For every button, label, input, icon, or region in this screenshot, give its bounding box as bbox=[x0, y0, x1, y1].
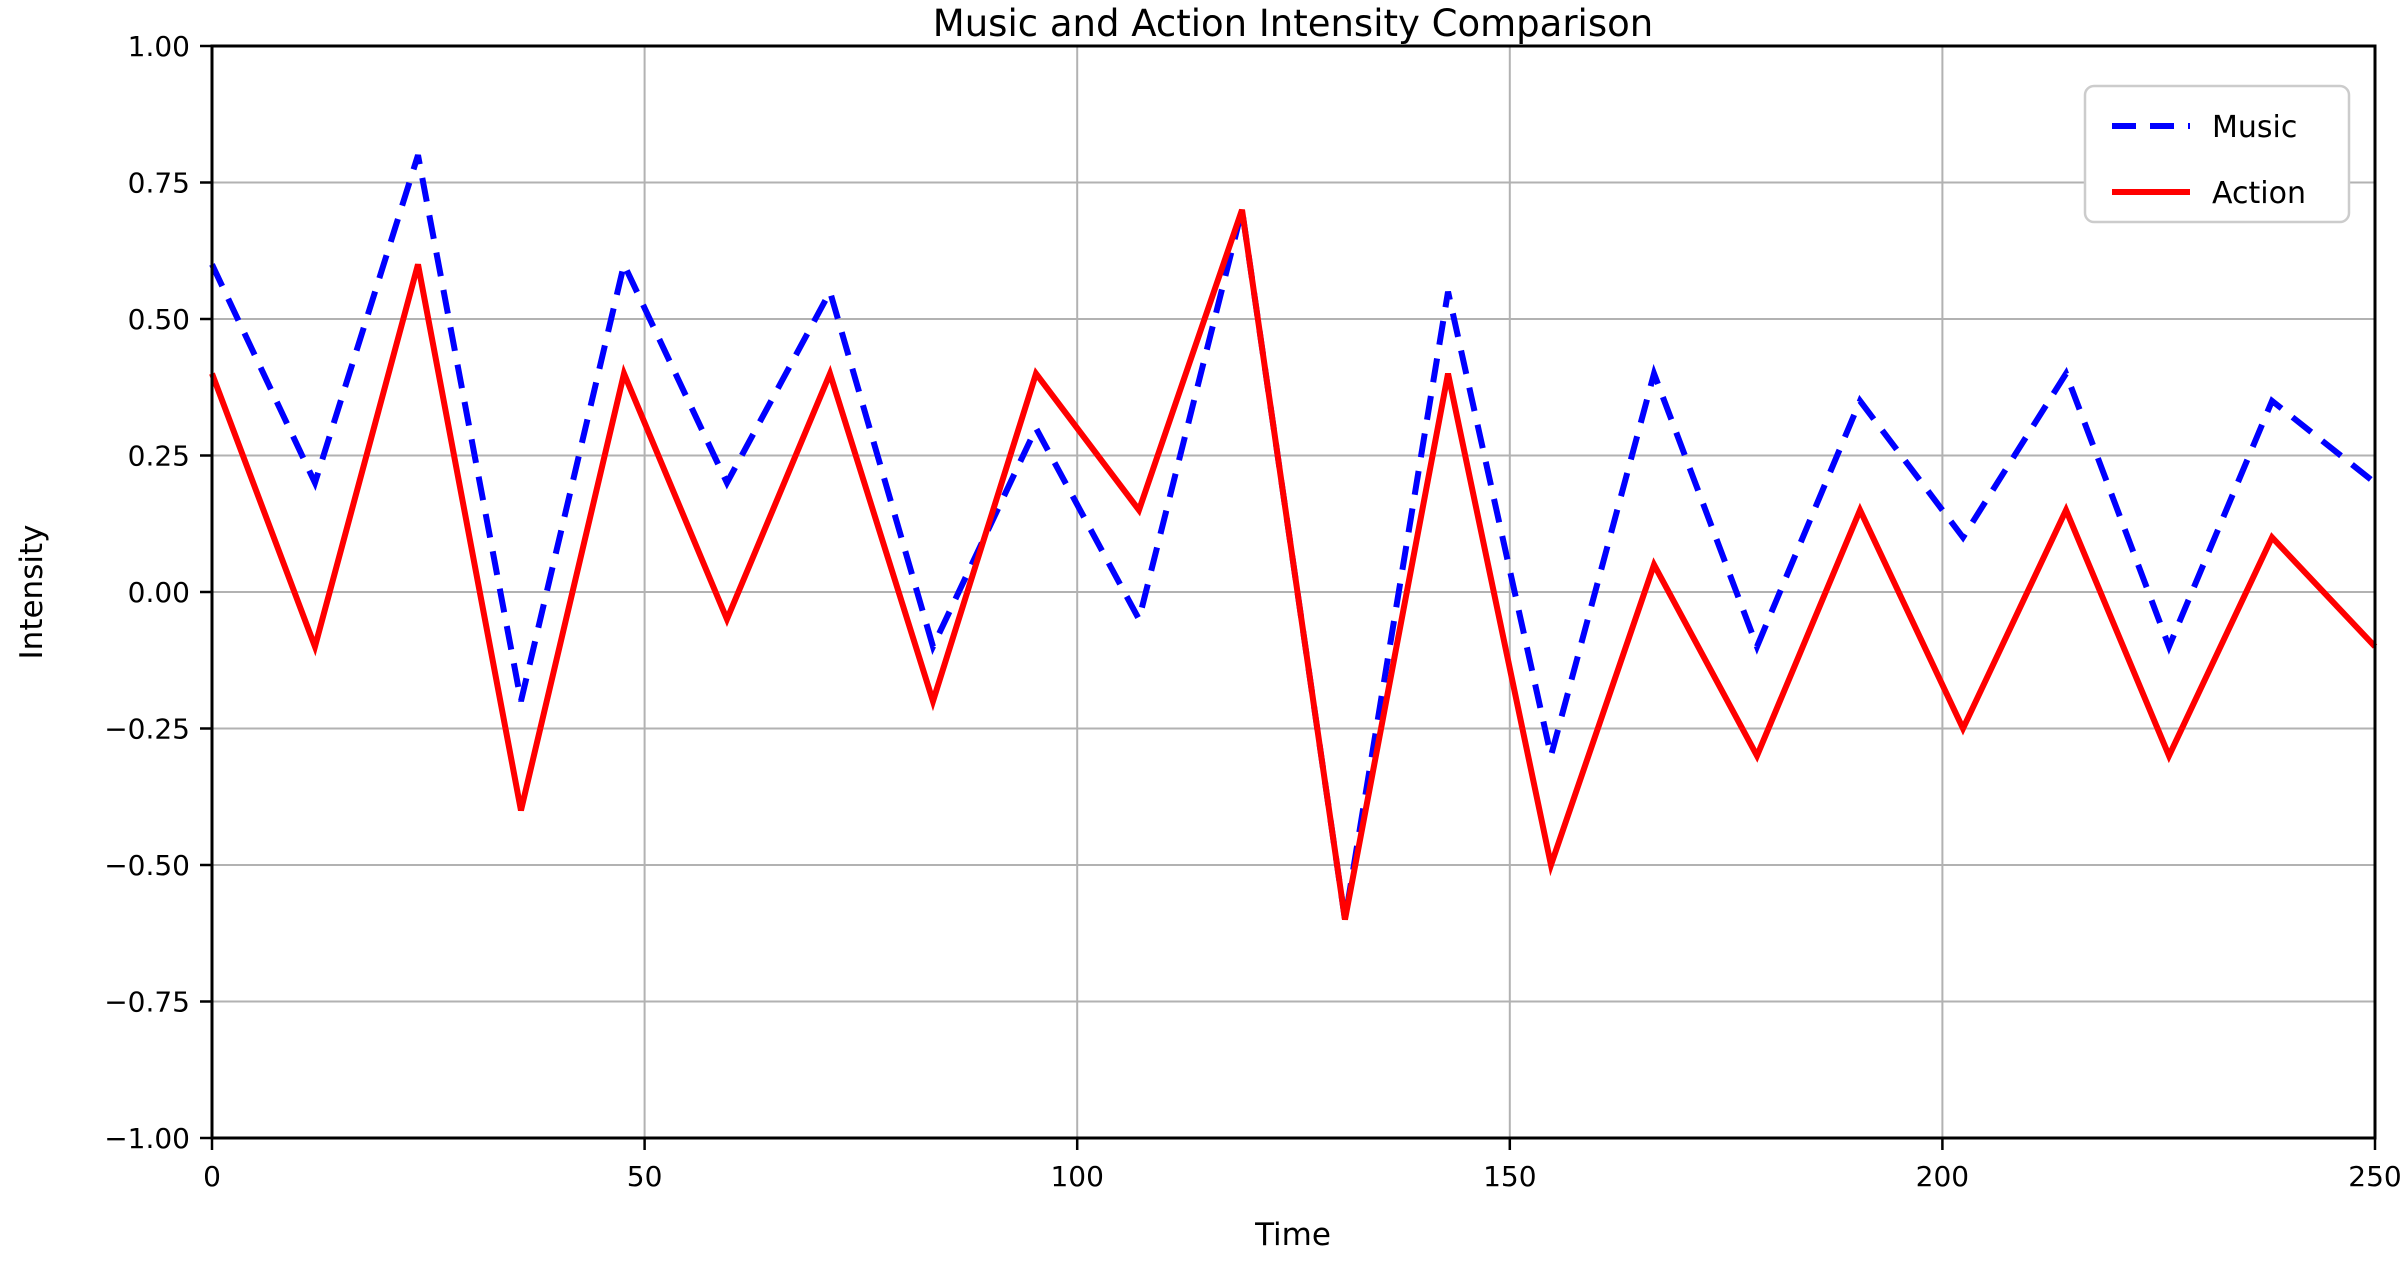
x-tick-label-250: 250 bbox=[2348, 1160, 2400, 1193]
y-tick-label-0.5: 0.50 bbox=[128, 303, 190, 336]
legend-box bbox=[2083, 84, 2351, 224]
y-tick-label-0.75: 0.75 bbox=[128, 167, 190, 200]
y-tick-label-0.25: 0.25 bbox=[128, 440, 190, 473]
grid bbox=[211, 45, 2376, 1139]
y-axis-label: Intensity bbox=[14, 525, 50, 660]
x-tick-label-200: 200 bbox=[1916, 1160, 1969, 1193]
x-tick-label-50: 50 bbox=[627, 1160, 663, 1193]
y-tick-label--0.75: −0.75 bbox=[104, 986, 190, 1019]
x-axis-label: Time bbox=[1254, 1217, 1331, 1253]
legend-label-music: Music bbox=[2212, 110, 2297, 145]
legend-label-action: Action bbox=[2212, 176, 2306, 211]
y-tick-label-1: 1.00 bbox=[128, 30, 190, 63]
chart-title: Music and Action Intensity Comparison bbox=[933, 2, 1653, 45]
x-tick-label-0: 0 bbox=[203, 1160, 221, 1193]
axis-ticks: 0 50 100 150 200 250 1.00 0.75 0.50 0.25 0.00 −0.25… bbox=[104, 30, 2400, 1193]
y-tick-label--0.25: −0.25 bbox=[104, 713, 190, 746]
action-line bbox=[209, 208, 2378, 921]
plot-border bbox=[210, 44, 2377, 1140]
legend: Music Action bbox=[2083, 84, 2351, 224]
y-tick-label--0.5: −0.50 bbox=[104, 849, 190, 882]
data-series bbox=[209, 154, 2378, 921]
y-tick-label-0: 0.00 bbox=[128, 576, 190, 609]
x-tick-label-100: 100 bbox=[1050, 1160, 1103, 1193]
x-tick-label-150: 150 bbox=[1483, 1160, 1536, 1193]
y-tick-label--1: −1.00 bbox=[104, 1122, 190, 1155]
